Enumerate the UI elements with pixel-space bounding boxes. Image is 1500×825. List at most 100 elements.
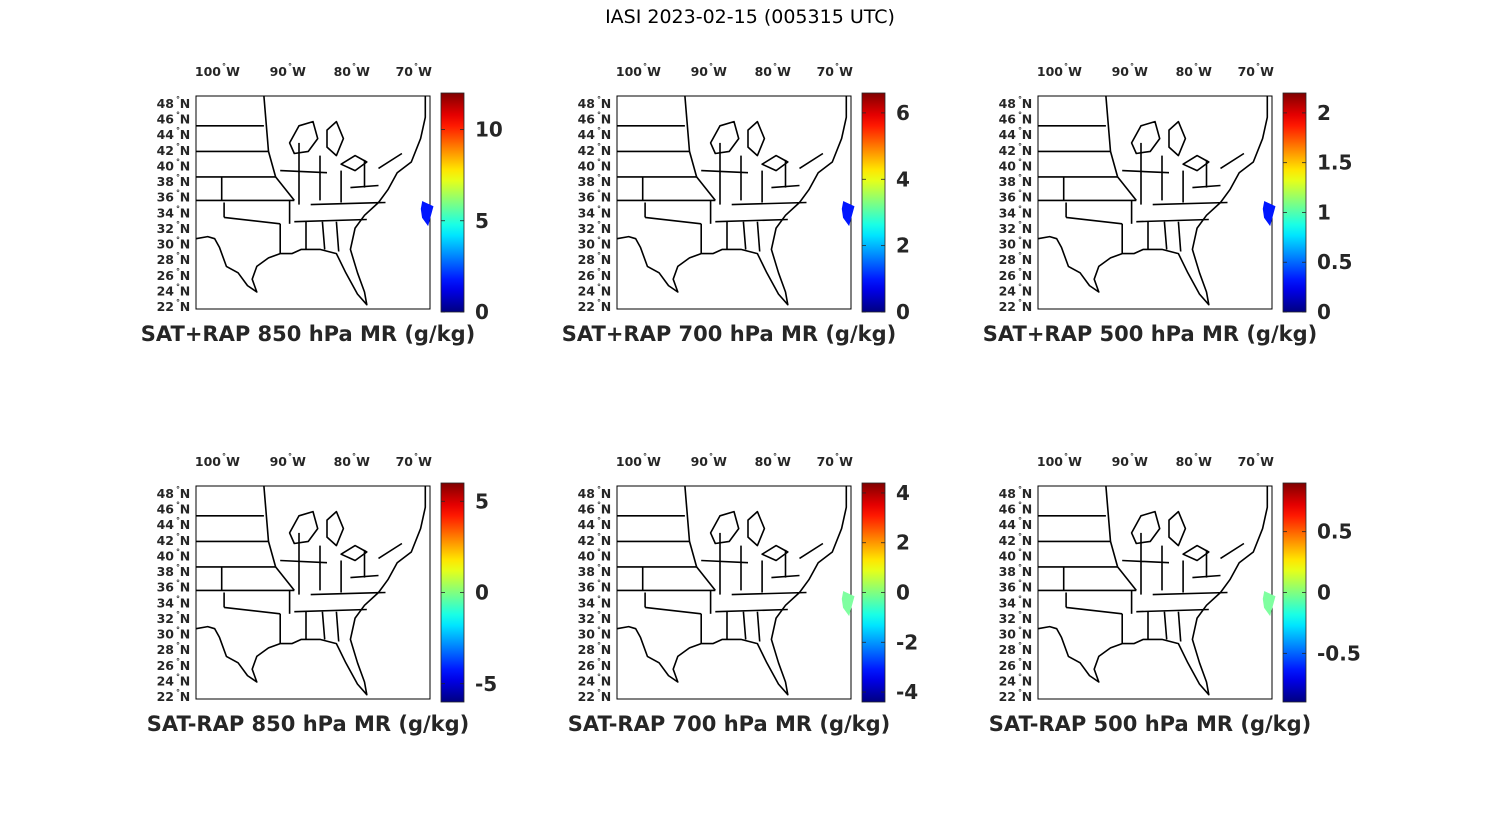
svg-text:°: ° [1018, 173, 1022, 182]
lat-tick-label: 30 [157, 237, 175, 252]
lon-tick-hemi: W [1068, 64, 1082, 79]
lon-tick-label: 70 [396, 454, 414, 469]
state-border [695, 176, 716, 201]
svg-text:°: ° [597, 236, 601, 245]
svg-text:°: ° [1018, 485, 1022, 494]
svg-text:°: ° [597, 563, 601, 572]
lat-tick-label: 42 [578, 143, 595, 158]
lat-tick-label: 34 [999, 595, 1017, 610]
coastline [616, 486, 848, 696]
svg-text:°: ° [1256, 452, 1260, 461]
lat-tick-label: 32 [999, 611, 1016, 626]
state-border [267, 151, 277, 178]
svg-text:°: ° [597, 173, 601, 182]
lat-tick-label: 38 [999, 174, 1016, 189]
great-lake [1168, 510, 1187, 547]
lon-tick-hemi: W [1134, 64, 1148, 79]
lat-tick-label: 36 [157, 190, 175, 205]
coastline [616, 96, 848, 306]
lon-tick-hemi: W [713, 454, 727, 469]
svg-text:°: ° [176, 610, 180, 619]
state-border [310, 591, 386, 596]
svg-text:°: ° [176, 532, 180, 541]
state-border [1177, 221, 1182, 252]
svg-text:°: ° [222, 452, 226, 461]
map-frame [1037, 485, 1273, 700]
great-lake [1182, 544, 1210, 562]
state-borders [195, 485, 427, 696]
state-borders [616, 485, 848, 696]
state-border [1066, 216, 1123, 225]
state-border [742, 221, 747, 250]
colorbar-tick-label: 1 [1317, 200, 1331, 224]
swath-data [841, 201, 855, 227]
lat-tick-hemi: N [1022, 517, 1032, 532]
state-border [378, 152, 403, 170]
lat-tick-hemi: N [1022, 548, 1032, 563]
state-border [224, 606, 281, 615]
state-border [263, 95, 270, 152]
svg-text:°: ° [288, 452, 292, 461]
lat-tick-label: 30 [157, 627, 175, 642]
state-border [321, 221, 326, 250]
svg-text:°: ° [1018, 298, 1022, 307]
colorbar-tick-label: 0.5 [1317, 250, 1352, 274]
lat-tick-label: 40 [578, 158, 596, 173]
coastline [1037, 96, 1269, 306]
state-border [1122, 559, 1170, 564]
map-panel: 48 ° N46 ° N44 ° N42 ° N40 ° N38 ° N36 ° N34 ° N32 ° N30 ° N… [983, 62, 1353, 346]
colorbar-tick-label: -5 [475, 672, 497, 696]
lat-tick-hemi: N [180, 143, 190, 158]
panel-title: SAT-RAP 850 hPa MR (g/kg) [147, 712, 470, 736]
svg-text:°: ° [176, 626, 180, 635]
lat-tick-label: 26 [578, 268, 596, 283]
lat-tick-hemi: N [601, 143, 611, 158]
lat-tick-hemi: N [1022, 564, 1032, 579]
svg-text:°: ° [288, 62, 292, 71]
lon-tick-label: 80 [334, 64, 352, 79]
lat-tick-label: 24 [578, 283, 596, 298]
great-lake [747, 510, 766, 547]
great-lake [747, 120, 766, 157]
svg-text:°: ° [597, 111, 601, 120]
colorbar-tick-label: -2 [896, 630, 918, 654]
state-border [1116, 566, 1137, 591]
lat-tick-label: 46 [157, 112, 175, 127]
state-border [1116, 176, 1137, 201]
lat-tick-label: 44 [999, 127, 1017, 142]
lat-tick-label: 22 [578, 689, 595, 704]
state-border [688, 151, 698, 178]
state-border [335, 221, 340, 252]
lon-tick-hemi: W [1134, 454, 1148, 469]
state-border [310, 201, 386, 206]
svg-text:°: ° [176, 501, 180, 510]
lat-tick-label: 48 [578, 96, 595, 111]
lat-tick-hemi: N [180, 533, 190, 548]
lat-tick-hemi: N [601, 96, 611, 111]
svg-text:°: ° [597, 126, 601, 135]
lat-tick-hemi: N [180, 611, 190, 626]
map-frame [195, 95, 431, 310]
svg-text:°: ° [176, 563, 180, 572]
svg-text:°: ° [176, 594, 180, 603]
lat-tick-label: 34 [578, 205, 596, 220]
colorbar [861, 92, 886, 313]
lat-tick-label: 32 [157, 221, 174, 236]
lat-tick-hemi: N [601, 158, 611, 173]
colorbar-tick-label: 10 [475, 118, 503, 142]
lat-tick-hemi: N [180, 486, 190, 501]
lat-tick-label: 22 [157, 689, 174, 704]
lat-tick-label: 48 [999, 96, 1016, 111]
lat-tick-label: 38 [157, 174, 174, 189]
map-frame [195, 485, 431, 700]
colorbar-tick-label: 0 [1317, 300, 1331, 324]
lat-tick-hemi: N [1022, 595, 1032, 610]
lat-tick-hemi: N [1022, 689, 1032, 704]
lon-tick-label: 90 [270, 454, 288, 469]
svg-text:°: ° [597, 501, 601, 510]
svg-text:°: ° [597, 610, 601, 619]
lat-tick-hemi: N [601, 564, 611, 579]
svg-text:°: ° [176, 251, 180, 260]
lat-tick-label: 46 [578, 112, 596, 127]
